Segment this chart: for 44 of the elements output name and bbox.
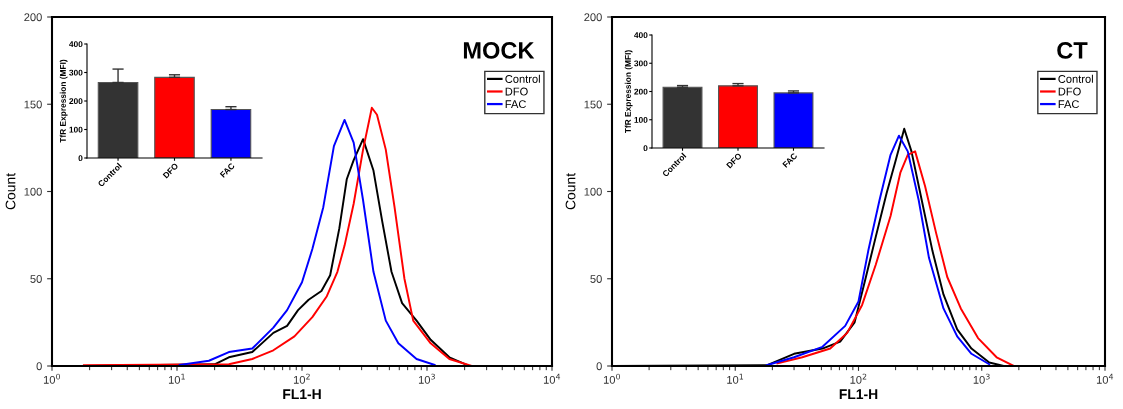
y-axis-title: Count [5,173,16,210]
text: MOCK [463,42,535,59]
y-tick-label: 400 [69,41,83,48]
y-tick-label: 50 [30,275,42,283]
y-tick-label: 100 [634,116,648,123]
y-tick-label: 200 [69,98,83,105]
y-tick-label: 0 [36,362,42,371]
x-axis-title: FL1-H [283,389,321,399]
y-tick-label: 150 [584,100,602,109]
y-tick-label: 0 [78,155,83,162]
x-tick-label: 10$^{2}$ [293,373,310,384]
y-tick-label: 200 [24,13,42,22]
y-tick-label: 200 [634,88,648,95]
x-tick-label: 10$^{1}$ [168,373,185,384]
x-tick-label: 10$^{0}$ [603,373,621,384]
legend-label: Control [1058,74,1093,83]
y-tick-label: 100 [69,126,83,133]
y-tick-label: 400 [634,32,648,39]
y-tick-label: 100 [584,187,602,196]
y-tick-label: 0 [643,145,648,152]
x-tick-label: 10$^{3}$ [418,373,435,384]
legend-label: FAC [1058,100,1080,109]
y-tick-label: 150 [24,100,42,109]
y-tick-label: 300 [634,60,648,67]
x-tick-label: 10$^{4}$ [543,373,561,384]
x-tick-label: 10$^{2}$ [850,373,867,384]
legend-label: Control [505,74,540,83]
x-tick-label: 10$^{3}$ [973,373,990,384]
y-tick-label: 0 [596,362,602,371]
legend-label: DFO [1058,87,1081,96]
y-tick-label: 300 [69,69,83,76]
x-tick-label: 10$^{0}$ [43,373,61,384]
y-tick-label: 200 [584,13,602,22]
x-tick-label: 10$^{4}$ [1096,373,1114,384]
legend-label: DFO [505,87,528,96]
x-tick-label: 10$^{1}$ [727,373,744,384]
y-axis-title: TfR Expression (MFI) [59,59,68,143]
y-tick-label: 50 [590,275,602,283]
y-axis-title: Count [565,173,576,210]
x-axis-title: FL1-H [839,389,878,399]
y-axis-title: TfR Expression (MFI) [624,50,633,134]
text: CT [1057,42,1088,59]
y-tick-label: 100 [24,187,42,196]
legend-label: FAC [505,100,526,109]
